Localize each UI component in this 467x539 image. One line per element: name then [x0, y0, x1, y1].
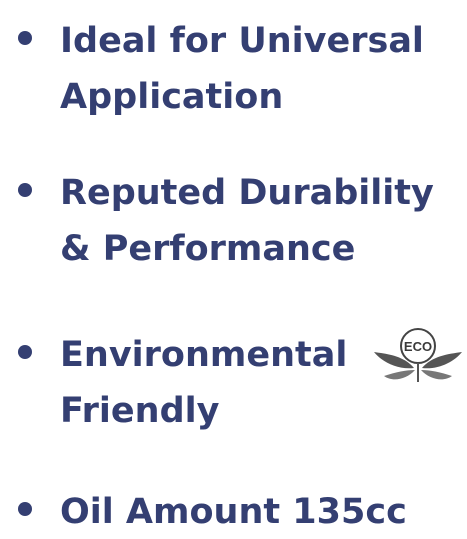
- bullet: [18, 31, 32, 45]
- bullet: [18, 345, 32, 359]
- leaf-right: [422, 352, 462, 369]
- item-line: Friendly: [60, 391, 220, 431]
- badge-label: ECO: [404, 339, 432, 354]
- item-line: Ideal for Universal: [60, 21, 424, 61]
- item-line: Oil Amount 135cc: [60, 492, 407, 532]
- eco-badge: ECO: [374, 328, 462, 382]
- item-line: Application: [60, 77, 283, 117]
- leaf-left: [374, 352, 414, 369]
- item-line: Environmental: [60, 335, 347, 375]
- bullet: [18, 502, 32, 516]
- leaf-right-low: [421, 370, 452, 380]
- item-line: & Performance: [60, 229, 355, 269]
- bullet: [18, 183, 32, 197]
- leaf-left-low: [384, 370, 415, 380]
- item-line: Reputed Durability: [60, 173, 434, 213]
